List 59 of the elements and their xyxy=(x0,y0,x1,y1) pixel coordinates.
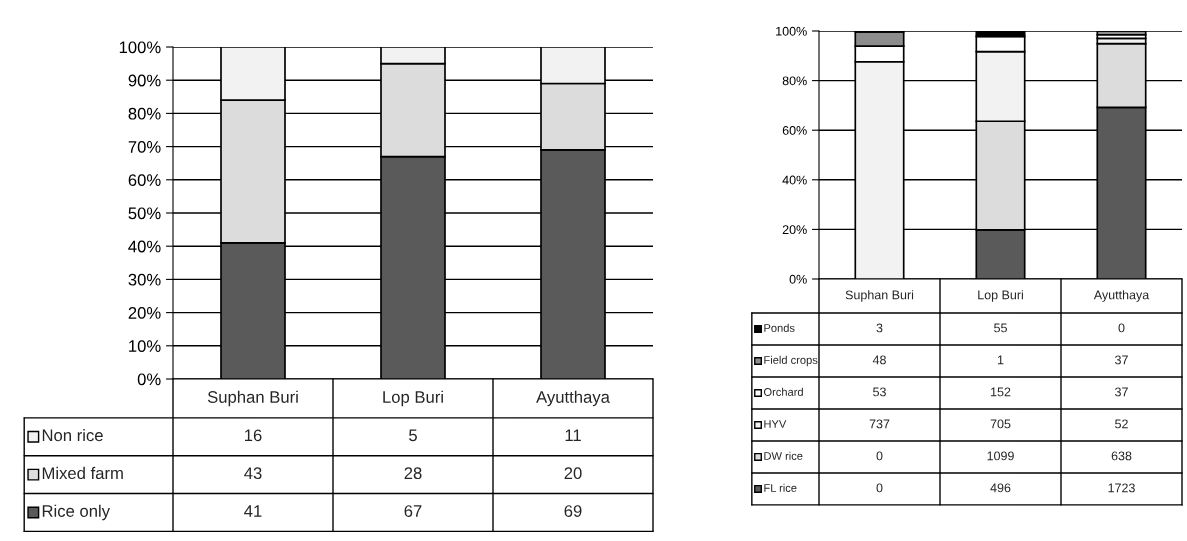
text: 737 xyxy=(869,419,890,429)
legend-label: Ponds xyxy=(764,323,795,332)
legend-label: Non rice xyxy=(42,429,103,442)
x-tick-label: Suphan Buri xyxy=(845,290,914,302)
data-label: 41 xyxy=(244,505,262,517)
data-label: 28 xyxy=(404,467,422,480)
y-tick-label: 70% xyxy=(128,141,161,153)
text: 1723 xyxy=(1108,483,1135,493)
text: 3 xyxy=(876,323,883,333)
y-tick-label: 40% xyxy=(782,175,807,185)
legend-label: FL rice xyxy=(764,483,797,492)
legend-label: Field crops xyxy=(764,355,818,367)
text: 0 xyxy=(1118,323,1125,333)
x-tick-label: Lop Buri xyxy=(978,290,1023,302)
text: 48 xyxy=(872,355,886,365)
x-tick-label: Ayutthaya xyxy=(536,390,610,407)
y-tick-label: 50% xyxy=(128,207,161,220)
y-tick-label: 80% xyxy=(782,76,807,86)
text: 152 xyxy=(991,387,1011,397)
y-tick-label: 20% xyxy=(128,307,161,319)
data-label: 69 xyxy=(564,505,582,517)
data-label: 11 xyxy=(565,429,581,442)
y-tick-label: 0% xyxy=(137,373,161,386)
y-tick-label: 100% xyxy=(776,26,807,36)
text: 496 xyxy=(990,483,1011,493)
y-tick-label: 10% xyxy=(129,340,161,352)
x-tick-label: Ayutthaya xyxy=(1093,290,1150,302)
data-label: 20 xyxy=(564,467,582,480)
data-label: 5 xyxy=(409,429,417,442)
data-label: 67 xyxy=(404,505,422,517)
y-tick-label: 100% xyxy=(119,41,161,54)
text: 0 xyxy=(876,483,883,493)
y-tick-label: 60% xyxy=(128,174,161,186)
y-tick-label: 0% xyxy=(789,274,807,284)
x-tick-label: Lop Buri xyxy=(383,390,443,407)
y-tick-label: 60% xyxy=(782,126,807,135)
y-tick-label: 20% xyxy=(782,225,807,235)
data-label: 16 xyxy=(245,429,262,442)
text: 52 xyxy=(1115,419,1128,429)
text: 1099 xyxy=(987,451,1014,461)
legend-label: Mixed farm xyxy=(42,466,123,480)
text: 37 xyxy=(1115,387,1128,397)
legend-label: DW rice xyxy=(764,451,803,460)
text: 1 xyxy=(997,355,1004,365)
data-label: 43 xyxy=(244,467,262,480)
text: 53 xyxy=(873,387,886,397)
legend-label: Orchard xyxy=(763,387,803,396)
text: 37 xyxy=(1115,355,1128,365)
text: 705 xyxy=(990,419,1011,429)
text: 55 xyxy=(994,323,1007,333)
text: 638 xyxy=(1111,451,1132,461)
y-tick-label: 30% xyxy=(128,273,161,286)
y-tick-label: 80% xyxy=(128,107,161,120)
x-tick-label: Suphan Buri xyxy=(207,390,298,407)
legend-label: HYV xyxy=(764,420,787,428)
legend-label: Rice only xyxy=(42,504,110,521)
y-tick-label: 90% xyxy=(128,74,161,87)
y-tick-label: 40% xyxy=(128,240,161,253)
text: 0 xyxy=(876,451,883,461)
